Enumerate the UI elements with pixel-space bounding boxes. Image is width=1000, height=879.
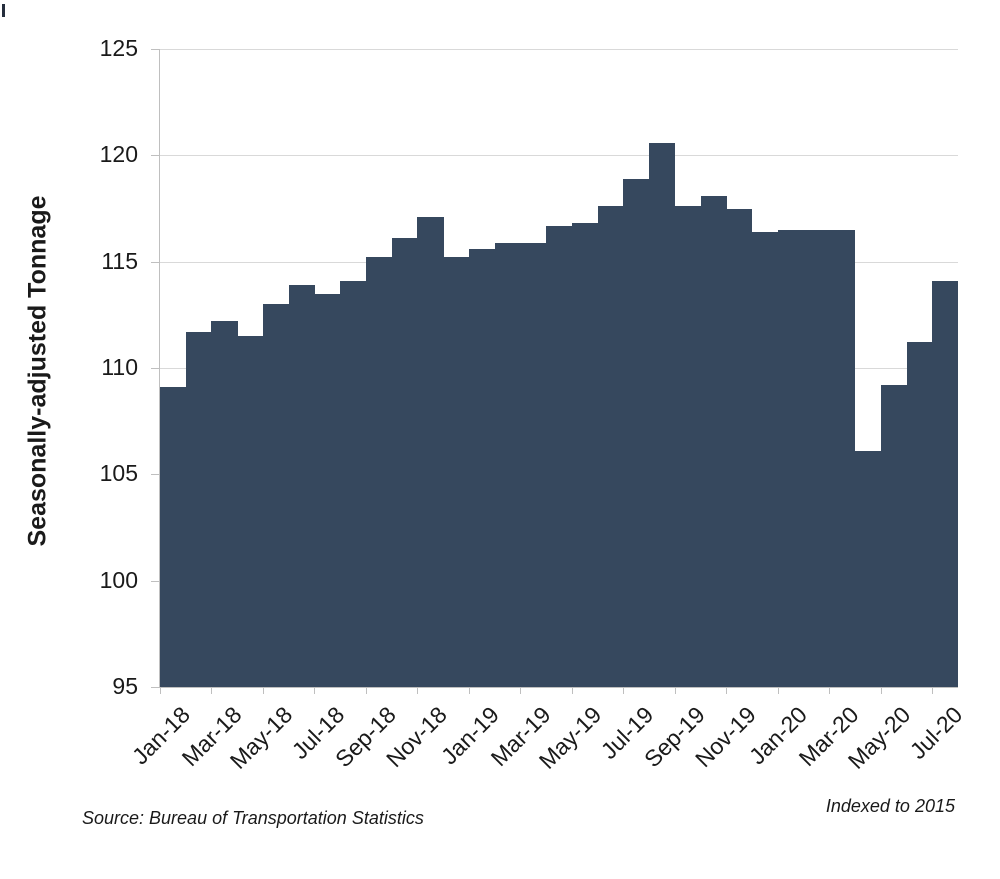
bar: [520, 242, 547, 687]
y-tick-label: 110: [101, 354, 138, 380]
y-axis-title: Seasonally-adjusted Tonnage: [23, 195, 52, 547]
gridline: [160, 155, 958, 157]
bar: [932, 280, 959, 687]
source-note: Source: Bureau of Transportation Statist…: [82, 808, 424, 828]
bar: [674, 206, 701, 687]
bar: [314, 293, 341, 687]
bar: [546, 225, 573, 687]
x-tick: [932, 687, 934, 694]
x-tick: [262, 687, 264, 694]
y-tick-label: 125: [99, 35, 138, 61]
bar: [443, 257, 470, 687]
y-tick: [151, 49, 159, 50]
bar: [288, 285, 315, 687]
bar: [185, 331, 212, 687]
bar: [417, 217, 444, 687]
x-tick: [314, 687, 316, 694]
bar: [752, 231, 779, 687]
y-tick: [151, 687, 159, 688]
bar: [700, 195, 727, 687]
bar: [880, 385, 907, 687]
bar: [829, 229, 856, 687]
y-axis: [159, 49, 160, 687]
y-tick: [151, 261, 159, 263]
x-tick: [211, 687, 213, 694]
bar: [623, 178, 650, 687]
bar: [160, 387, 187, 687]
bar: [597, 206, 624, 687]
bar: [340, 280, 367, 687]
bar: [237, 336, 264, 687]
x-tick: [880, 687, 882, 694]
y-tick: [151, 368, 159, 369]
bar: [571, 223, 598, 687]
y-tick-label: 105: [99, 460, 138, 487]
y-tick: [151, 580, 159, 582]
bar: [211, 321, 238, 687]
bar: [726, 208, 753, 687]
x-tick: [520, 687, 522, 694]
index-note: Indexed to 2015: [825, 796, 955, 816]
bar: [468, 248, 496, 687]
x-tick: [571, 687, 573, 694]
x-tick: [160, 687, 161, 694]
plot-area: [159, 49, 959, 688]
y-tick-label: 115: [101, 247, 138, 274]
x-tick: [674, 687, 676, 694]
x-tick: [777, 687, 779, 694]
bar: [494, 242, 521, 687]
x-tick: [417, 687, 419, 694]
bar: [855, 450, 882, 687]
y-tick-label: 95: [112, 673, 138, 699]
bar: [262, 304, 290, 687]
bar: [391, 238, 418, 687]
y-tick: [151, 474, 159, 476]
bar: [649, 142, 676, 687]
gridline: [160, 49, 958, 50]
x-tick-label: Jul-20: [904, 701, 967, 764]
x-tick: [365, 687, 367, 694]
bar: [365, 257, 393, 687]
y-tick-label: 120: [99, 141, 138, 168]
x-tick: [726, 687, 728, 694]
x-tick: [623, 687, 625, 694]
y-tick: [151, 155, 159, 157]
page-edge-artifact: [2, 4, 5, 17]
x-tick: [468, 687, 470, 694]
bar: [906, 342, 933, 687]
bar: [803, 229, 830, 687]
x-tick: [829, 687, 831, 694]
x-axis: [159, 687, 958, 688]
y-tick-label: 100: [99, 566, 138, 593]
bar: [777, 229, 804, 687]
